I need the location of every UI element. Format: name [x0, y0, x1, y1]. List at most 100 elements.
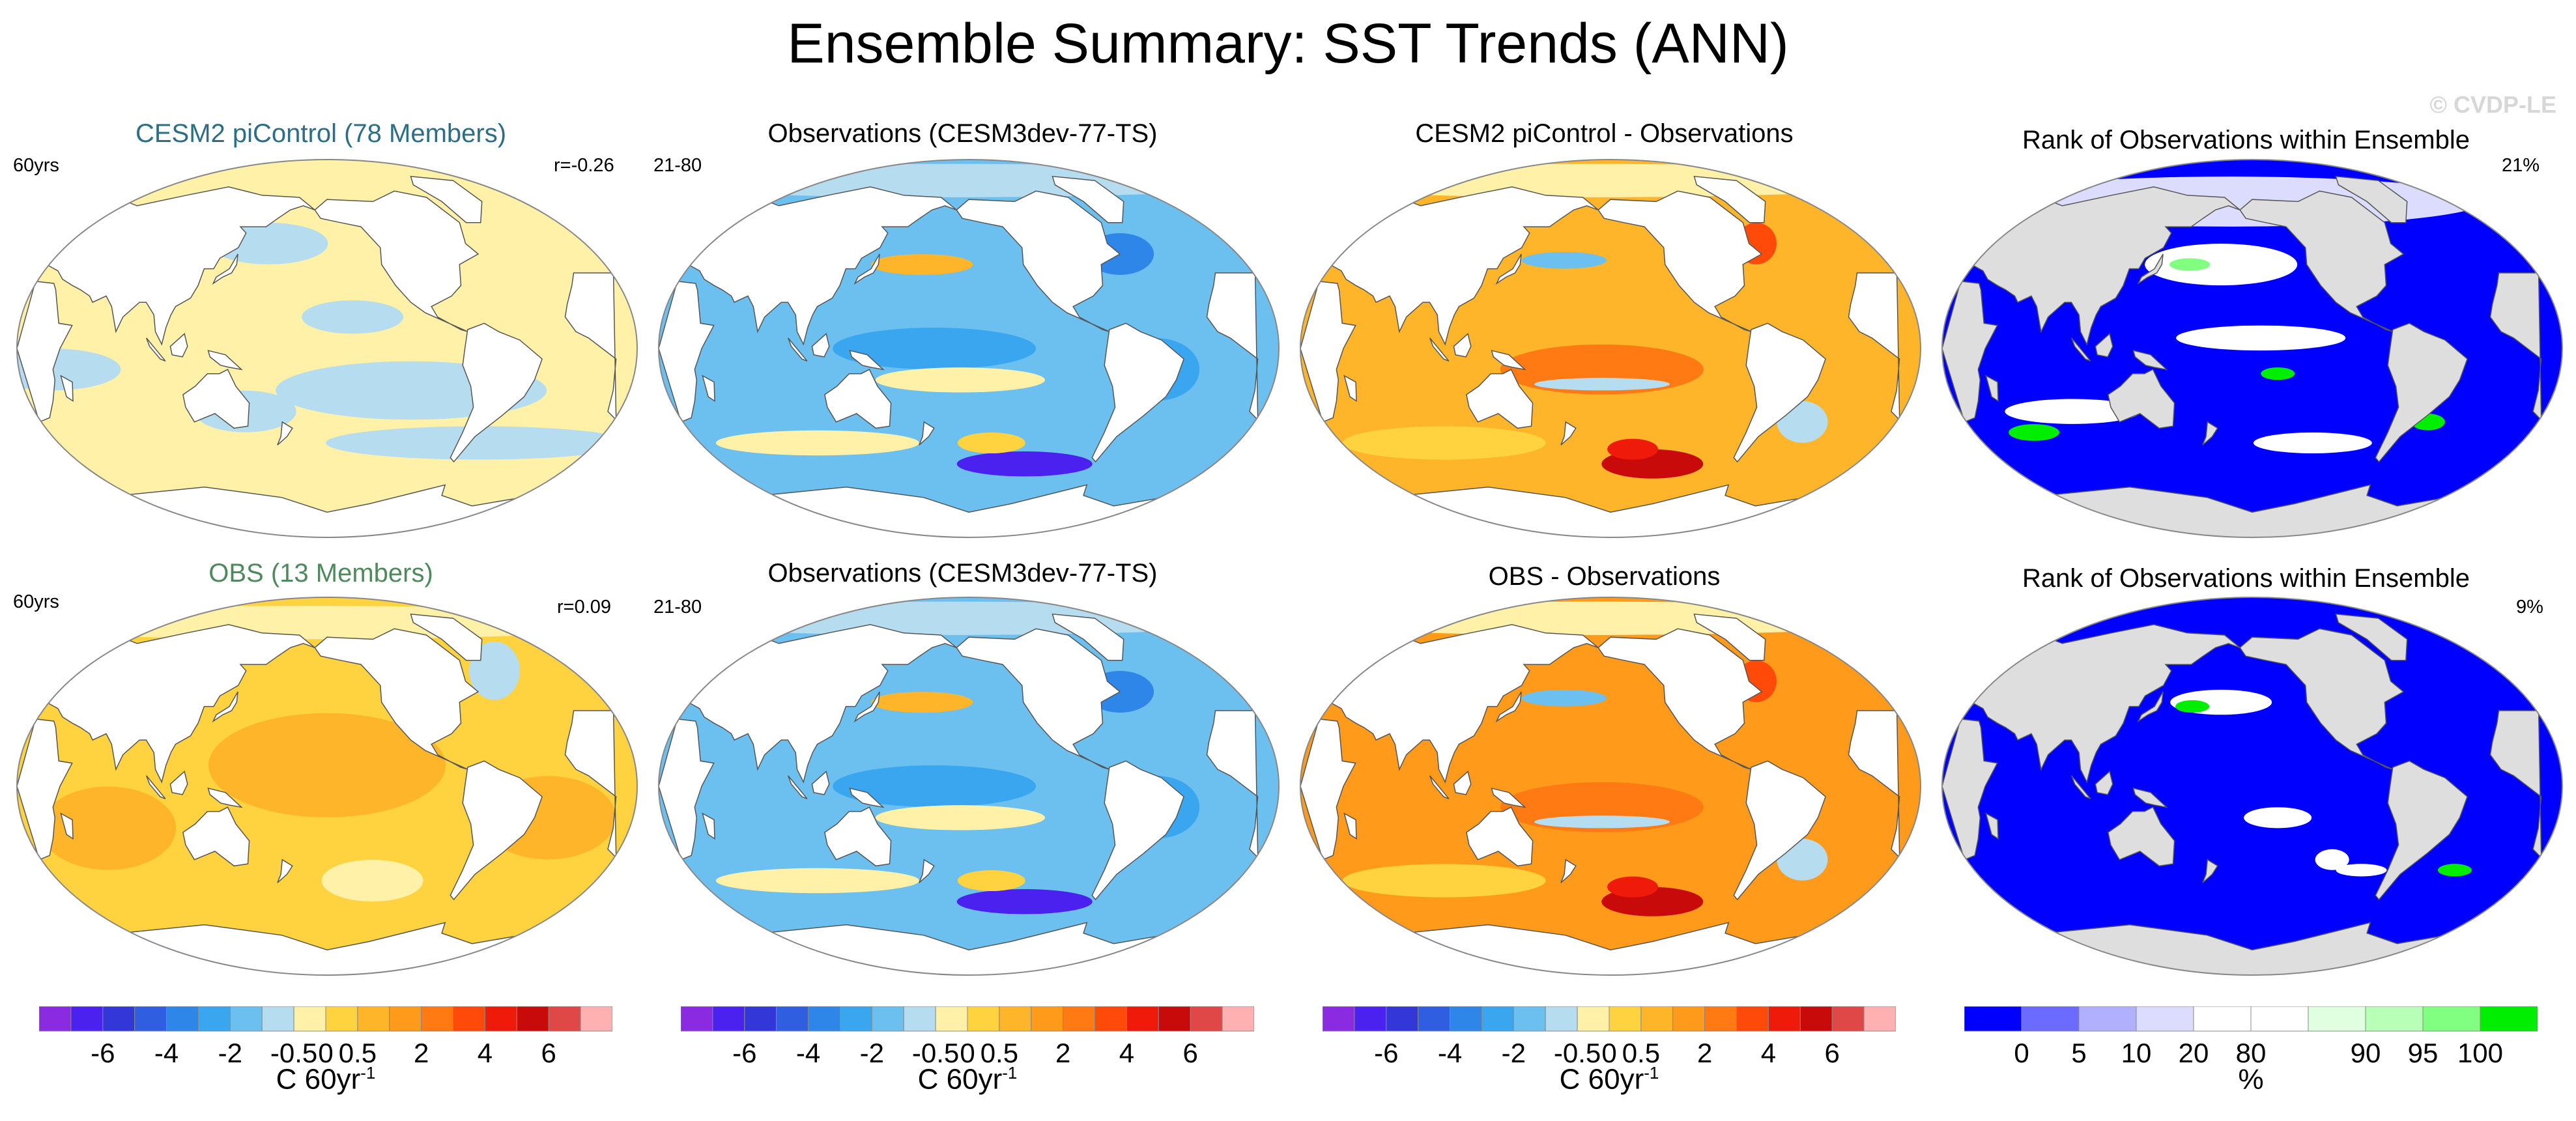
- colorbar-swatch: [2078, 1006, 2137, 1032]
- colorbar-swatch: [357, 1006, 390, 1032]
- colorbar-rank: 0 5 10 20 80 90 95 100: [1964, 1006, 2538, 1068]
- colorbar-swatch: [2365, 1006, 2424, 1032]
- colorbar-tick-label: 4: [1119, 1038, 1134, 1068]
- colorbar-swatch: [1354, 1006, 1387, 1032]
- colorbar-tick-label: 4: [1761, 1038, 1776, 1068]
- colorbar-swatch: [389, 1006, 422, 1032]
- colorbar-swatch: [2422, 1006, 2481, 1032]
- colorbar-swatch: [808, 1006, 840, 1032]
- colorbar-swatch: [999, 1006, 1032, 1032]
- rank-map: [1941, 159, 2563, 538]
- colorbar-swatch: [102, 1006, 136, 1032]
- colorbar-swatch: [1863, 1006, 1896, 1032]
- colorbar-swatch: [1158, 1006, 1191, 1032]
- colorbar-swatch: [1767, 1006, 1801, 1032]
- colorbar-swatch: [967, 1006, 1000, 1032]
- colorbar-swatch: [293, 1006, 326, 1032]
- colorbar-unit: %: [2238, 1063, 2264, 1096]
- colorbar-swatch: [871, 1006, 904, 1032]
- colorbar-swatch: [166, 1006, 199, 1032]
- colorbar-swatch: [935, 1006, 968, 1032]
- figure-title: Ensemble Summary: SST Trends (ANN): [787, 12, 1789, 75]
- panel-title-r1c4: Rank of Observations within Ensemble: [2022, 126, 2470, 154]
- colorbar-swatch: [2480, 1006, 2538, 1032]
- colorbar-swatch: [1418, 1006, 1451, 1032]
- colorbar-swatch: [1704, 1006, 1738, 1032]
- rank-pct-label-r2c4: 9%: [2516, 597, 2543, 617]
- colorbar-unit: C 60yr-1: [1559, 1063, 1659, 1096]
- colorbar-tick-label: 0.5: [339, 1038, 377, 1068]
- years-label-r1c2: 21-80: [653, 155, 702, 176]
- colorbar-swatch: [484, 1006, 517, 1032]
- colorbar-swatch: [453, 1006, 485, 1032]
- panel-title-r1c2: Observations (CESM3dev-77-TS): [767, 119, 1158, 148]
- colorbar-tick-label: -0.5: [270, 1038, 317, 1068]
- colorbar-tick-label: 5: [2071, 1038, 2086, 1068]
- colorbar-tick-label: 90: [2351, 1038, 2381, 1068]
- colorbar-unit: C 60yr-1: [276, 1063, 376, 1096]
- watermark: © CVDP-LE: [2429, 91, 2556, 118]
- colorbar-swatch: [712, 1006, 745, 1032]
- colorbar-swatch: [580, 1006, 612, 1032]
- colorbar-swatch: [2193, 1006, 2252, 1032]
- colorbar-tick-label: 0: [960, 1038, 975, 1068]
- colorbar-tick-label: 2: [1055, 1038, 1070, 1068]
- colorbar-swatch: [839, 1006, 872, 1032]
- colorbar-tick-label: -2: [218, 1038, 242, 1068]
- colorbar-tick-label: -2: [1502, 1038, 1526, 1068]
- panel-title-r2c3: OBS - Observations: [1488, 562, 1721, 591]
- colorbar-tick-label: 2: [1697, 1038, 1712, 1068]
- rank-pct-label-r1c4: 21%: [2502, 155, 2540, 176]
- sst-trend-map-observations: [658, 159, 1280, 538]
- colorbar-tick-label: -0.5: [912, 1038, 959, 1068]
- colorbar-swatch: [197, 1006, 231, 1032]
- colorbar-tick-label: 10: [2121, 1038, 2152, 1068]
- colorbar-tick-label: 100: [2457, 1038, 2503, 1068]
- colorbar-swatch: [1799, 1006, 1833, 1032]
- colorbar-tick-label: 0.5: [1622, 1038, 1660, 1068]
- panel-title-r2c4: Rank of Observations within Ensemble: [2022, 564, 2470, 593]
- colorbar-tick-label: -2: [860, 1038, 884, 1068]
- corr-label-r2c1: r=0.09: [557, 597, 612, 617]
- colorbar-swatch: [261, 1006, 294, 1032]
- colorbar-tick-label: 0: [318, 1038, 333, 1068]
- colorbar-swatch: [1545, 1006, 1578, 1032]
- colorbar-swatch: [70, 1006, 104, 1032]
- colorbar-tick-label: 0: [2014, 1038, 2029, 1068]
- colorbar-tick-label: 6: [1825, 1038, 1840, 1068]
- colorbar-swatch: [1640, 1006, 1674, 1032]
- colorbar-swatch: [776, 1006, 809, 1032]
- panel-title-r2c2: Observations (CESM3dev-77-TS): [767, 559, 1158, 588]
- colorbar-trend: -6 -4 -2 -0.5 0 0.5 2 4 6: [1323, 1006, 1896, 1068]
- colorbar-swatch: [548, 1006, 581, 1032]
- panel-title-r1c1: CESM2 piControl (78 Members): [135, 119, 507, 148]
- colorbar-tick-label: -4: [1438, 1038, 1462, 1068]
- colorbar-swatch: [1063, 1006, 1096, 1032]
- colorbar-tick-label: 0: [1601, 1038, 1616, 1068]
- colorbar-tick-label: 4: [478, 1038, 493, 1068]
- colorbar-swatch: [2021, 1006, 2080, 1032]
- period-label-r1c1: 60yrs: [13, 155, 59, 176]
- colorbar-tick-label: -6: [732, 1038, 756, 1068]
- colorbar-swatch: [1323, 1006, 1355, 1032]
- sst-trend-map-obs-ensemble: [16, 597, 638, 976]
- colorbar-tick-label: 80: [2236, 1038, 2267, 1068]
- colorbar-swatch: [681, 1006, 713, 1032]
- period-label-r2c1: 60yrs: [13, 591, 59, 612]
- colorbar-swatch: [1031, 1006, 1064, 1032]
- years-label-r2c2: 21-80: [653, 597, 702, 617]
- colorbar-swatch: [325, 1006, 358, 1032]
- colorbar-swatch: [1672, 1006, 1706, 1032]
- colorbar-tick-label: 6: [1183, 1038, 1198, 1068]
- colorbar-swatch: [1190, 1006, 1223, 1032]
- colorbar-swatch: [516, 1006, 549, 1032]
- colorbar-swatch: [229, 1006, 263, 1032]
- colorbar-swatch: [2250, 1006, 2309, 1032]
- panel-title-r1c3: CESM2 piControl - Observations: [1415, 119, 1794, 148]
- panel-title-r2c1: OBS (13 Members): [208, 559, 433, 588]
- colorbar-swatch: [2136, 1006, 2194, 1032]
- colorbar-swatch: [1095, 1006, 1127, 1032]
- colorbar-swatch: [1831, 1006, 1865, 1032]
- colorbar-swatch: [1513, 1006, 1546, 1032]
- colorbar-tick-label: -4: [796, 1038, 820, 1068]
